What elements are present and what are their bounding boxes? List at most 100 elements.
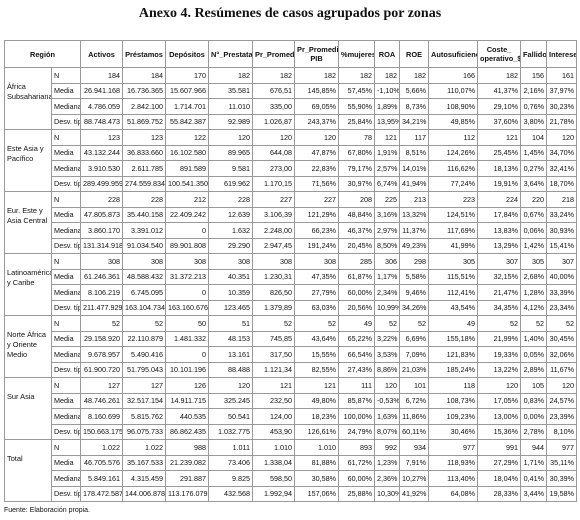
cell-value: 218	[546, 191, 578, 208]
column-header: ROA	[374, 40, 401, 68]
cell-value: 48.153	[208, 330, 254, 347]
cell-value: 30,23%	[546, 98, 578, 115]
cell-value: 3,80%	[520, 113, 548, 130]
cell-value: 163.160.676	[165, 299, 210, 316]
data-row: Este Asia y Pacífico N 123 123 122 120 120 120 7…	[4, 129, 578, 192]
cell-value: 35.167.533	[122, 454, 167, 471]
data-row: Media 47.805.873 35.440.158 22.409.242 12.63…	[5, 206, 578, 223]
cell-value: 79,17%	[338, 160, 376, 177]
cell-value: 47,87%	[294, 144, 340, 161]
data-row: África Subsahariana N 184 184 170 182 182 182 18…	[4, 67, 578, 130]
cell-value: 82,55%	[294, 361, 340, 378]
cell-value: 36.833.660	[122, 144, 167, 161]
cell-value: 1,63%	[374, 408, 401, 425]
cell-value: 21.239.082	[165, 454, 210, 471]
cell-value: 644,08	[252, 144, 296, 161]
cell-value: 30,97%	[338, 175, 376, 192]
cell-value: 52	[477, 315, 522, 332]
cell-value: 41,37%	[477, 82, 522, 99]
cell-value: 1.714.701	[165, 98, 210, 115]
cell-value: 121	[374, 129, 401, 146]
cell-value: 120	[252, 129, 296, 146]
cell-value: 47.805.873	[80, 206, 124, 223]
cell-value: 228	[122, 191, 167, 208]
cell-value: 308	[208, 253, 254, 270]
cell-value: 170	[165, 67, 210, 84]
cell-value: 52	[374, 315, 401, 332]
cell-value: 178.472.587	[80, 485, 124, 502]
cell-value: 285	[338, 253, 376, 270]
cell-value: 120	[208, 129, 254, 146]
cell-value: 8,86%	[374, 361, 401, 378]
cell-value: 49,23%	[399, 237, 430, 254]
cell-value: 2,34%	[374, 284, 401, 301]
cell-value: 9.581	[208, 160, 254, 177]
cell-value: 944	[520, 439, 548, 456]
stat-label: Media	[50, 268, 82, 285]
cell-value: 243,37%	[294, 113, 340, 130]
cell-value: 213	[399, 191, 430, 208]
cell-value: 121	[252, 377, 296, 394]
cell-value: 108,73%	[428, 392, 479, 409]
cell-value: 305	[428, 253, 479, 270]
cell-value: 8,10%	[546, 423, 578, 440]
cell-value: 10,99%	[374, 299, 401, 316]
data-row: Sur Asia N 127 127 126 120 121 121 111 120 101 118 1…	[4, 377, 578, 440]
cell-value: 69,05%	[294, 98, 340, 115]
cell-value: 113,40%	[428, 470, 479, 487]
cell-value: 46.705.576	[80, 454, 124, 471]
cell-value: 48.588.432	[122, 268, 167, 285]
cell-value: 21,03%	[399, 361, 430, 378]
cell-value: 6,72%	[399, 392, 430, 409]
data-row: Total N 1.022 1.022 988 1.011 1.010 1.010 893 992…	[4, 439, 578, 502]
cell-value: 96.075.733	[122, 423, 167, 440]
cell-value: 32,15%	[477, 268, 522, 285]
cell-value: 64,08%	[428, 485, 479, 502]
cell-value: 123.465	[208, 299, 254, 316]
cell-value: 52	[294, 315, 340, 332]
cell-value: 37,97%	[546, 82, 578, 99]
stat-label: N	[50, 377, 82, 394]
cell-value: 977	[428, 439, 479, 456]
column-header: Fallidos	[520, 40, 548, 68]
cell-value: 21,78%	[546, 113, 578, 130]
cell-value: 118,93%	[428, 454, 479, 471]
data-row: Mediana 3.910.530 2.611.785 891.589 9.581 273…	[5, 160, 578, 177]
cell-value: 20,45%	[338, 237, 376, 254]
cell-value: 225	[374, 191, 401, 208]
cell-value: 3.910.530	[80, 160, 124, 177]
cell-value: 15,55%	[294, 346, 340, 363]
region-name: Este Asia y Pacífico	[4, 129, 52, 192]
cell-value: 8.106.219	[80, 284, 124, 301]
data-row: Desv. típ 88.748.473 51.869.752 55.842.387 9…	[5, 113, 578, 130]
cell-value: 33,39%	[546, 284, 578, 301]
cell-value: 212	[165, 191, 210, 208]
cell-value: 127	[122, 377, 167, 394]
cell-value: 41,99%	[428, 237, 479, 254]
table-body: África Subsahariana N 184 184 170 182 182 182 18…	[4, 67, 578, 502]
cell-value: 1,45%	[520, 144, 548, 161]
cell-value: 227	[252, 191, 296, 208]
cell-value: 27,79%	[294, 284, 340, 301]
source-note: Fuente: Elaboración propia.	[4, 507, 90, 514]
stat-label: Media	[50, 82, 82, 99]
cell-value: 223	[428, 191, 479, 208]
cell-value: 121	[477, 129, 522, 146]
stat-label: Mediana	[50, 284, 82, 301]
cell-value: 10.101.196	[165, 361, 210, 378]
cell-value: 325.245	[208, 392, 254, 409]
cell-value: 8,07%	[374, 423, 401, 440]
cell-value: 48.746.261	[80, 392, 124, 409]
stat-label: Mediana	[50, 408, 82, 425]
cell-value: 35,11%	[546, 454, 578, 471]
cell-value: 30,45%	[546, 330, 578, 347]
stat-label: Mediana	[50, 98, 82, 115]
cell-value: 66,23%	[294, 222, 340, 239]
cell-value: 13.161	[208, 346, 254, 363]
cell-value: 3,64%	[520, 175, 548, 192]
cell-value: 157,06%	[294, 485, 340, 502]
cell-value: 3,16%	[374, 206, 401, 223]
cell-value: 18,04%	[477, 470, 522, 487]
cell-value: 29,10%	[477, 98, 522, 115]
column-header: Pr_Promedio	[252, 40, 296, 68]
